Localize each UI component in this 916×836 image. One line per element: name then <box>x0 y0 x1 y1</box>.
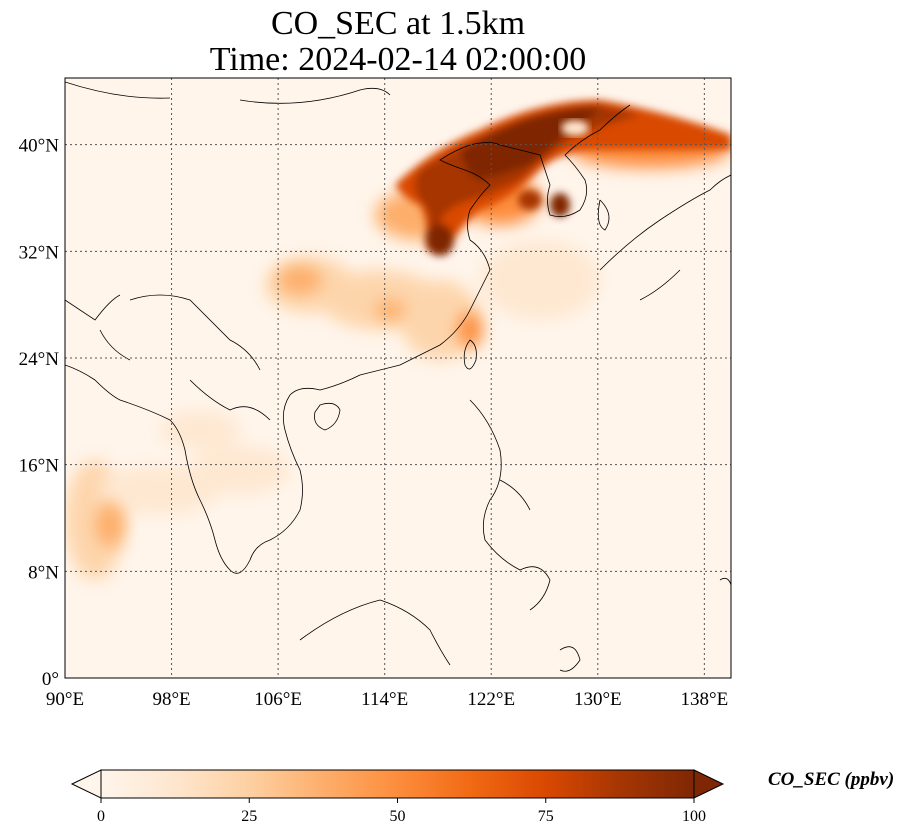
lon-tick-label: 122°E <box>467 689 515 710</box>
coastlines <box>65 81 731 672</box>
lon-tick-label: 90°E <box>46 689 84 710</box>
lat-tick-label: 40°N <box>19 136 60 157</box>
map-title-line1: CO_SEC at 1.5km <box>270 5 526 42</box>
map-background <box>65 78 731 678</box>
map-title-line2: Time: 2024-02-14 02:00:00 <box>209 41 587 78</box>
lon-tick-label: 106°E <box>254 689 302 710</box>
colorbar-tick-label: 100 <box>682 808 706 825</box>
lat-tick-label: 16°N <box>19 456 60 477</box>
colorbar-tick-label: 75 <box>538 808 554 825</box>
colorbar-tick-label: 50 <box>390 808 406 825</box>
colorbar: 0 25 50 75 100 <box>70 769 725 825</box>
colorbar-tick-label: 0 <box>97 808 105 825</box>
lon-tick-label: 114°E <box>361 689 408 710</box>
colorbar-extend-high <box>693 769 725 799</box>
lat-tick-label: 8°N <box>28 562 59 583</box>
lat-tick-label: 0° <box>42 669 59 690</box>
colorbar-bar <box>100 769 695 799</box>
colorbar-tick-label: 25 <box>241 808 257 825</box>
lat-tick-label: 32°N <box>19 242 60 263</box>
colorbar-label: CO_SEC (ppbv) <box>768 769 895 790</box>
map-frame <box>64 77 732 679</box>
lon-tick-label: 130°E <box>574 689 622 710</box>
lon-tick-label: 138°E <box>681 689 729 710</box>
colorbar-ticks: 0 25 50 75 100 <box>97 798 706 825</box>
axis-ticks: 90°E 98°E 106°E 114°E 122°E 130°E 138°E 0° 8°N 16… <box>19 136 729 710</box>
colorbar-extend-low <box>70 769 102 799</box>
lon-tick-label: 98°E <box>152 689 190 710</box>
gridlines <box>65 78 731 678</box>
lat-tick-label: 24°N <box>19 349 60 370</box>
co-concentration-field <box>65 100 731 580</box>
